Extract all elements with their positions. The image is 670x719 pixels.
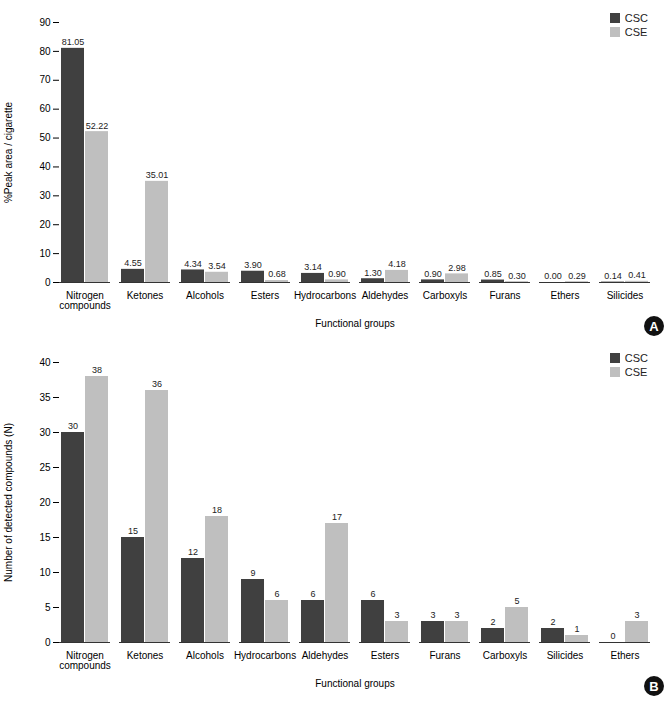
svg-text:10: 10 bbox=[39, 567, 51, 578]
svg-text:4.18: 4.18 bbox=[388, 259, 406, 269]
html-text:CSE: CSE bbox=[624, 26, 648, 38]
svg-text:12: 12 bbox=[188, 547, 198, 557]
svg-text:1.30: 1.30 bbox=[364, 268, 382, 278]
svg-text:Furans: Furans bbox=[489, 290, 520, 301]
svg-text:15: 15 bbox=[39, 532, 51, 543]
svg-text:6: 6 bbox=[274, 589, 279, 599]
svg-text:30: 30 bbox=[39, 190, 51, 201]
svg-text:17: 17 bbox=[332, 512, 342, 522]
svg-text:0.14: 0.14 bbox=[604, 271, 622, 281]
svg-text:Silicides: Silicides bbox=[607, 290, 644, 301]
svg-text:4.34: 4.34 bbox=[184, 259, 202, 269]
svg-text:Ketones: Ketones bbox=[127, 650, 164, 661]
svg-text:Carboxyls: Carboxyls bbox=[423, 290, 467, 301]
svg-text:0.85: 0.85 bbox=[484, 269, 502, 279]
svg-text:35.01: 35.01 bbox=[146, 170, 169, 180]
svg-text:40: 40 bbox=[39, 161, 51, 172]
svg-text:20: 20 bbox=[39, 497, 51, 508]
svg-text:3: 3 bbox=[430, 610, 435, 620]
html-text:CSC: CSC bbox=[624, 12, 648, 24]
svg-text:4.55: 4.55 bbox=[124, 258, 142, 268]
svg-text:10: 10 bbox=[39, 248, 51, 259]
svg-text:0.90: 0.90 bbox=[424, 269, 442, 279]
svg-text:40: 40 bbox=[39, 357, 51, 368]
html-text:CSC: CSC bbox=[624, 352, 648, 364]
svg-text:Alcohols: Alcohols bbox=[186, 290, 224, 301]
svg-text:30: 30 bbox=[68, 421, 78, 431]
svg-text:0: 0 bbox=[45, 277, 51, 288]
svg-text:0: 0 bbox=[45, 637, 51, 648]
svg-text:Ethers: Ethers bbox=[611, 650, 640, 661]
svg-text:5: 5 bbox=[514, 596, 519, 606]
svg-text:81.05: 81.05 bbox=[62, 37, 85, 47]
svg-text:Hydrocarbons: Hydrocarbons bbox=[294, 290, 356, 301]
svg-text:Aldehydes: Aldehydes bbox=[362, 290, 409, 301]
svg-text:2.98: 2.98 bbox=[448, 263, 466, 273]
svg-text:0.90: 0.90 bbox=[328, 269, 346, 279]
svg-text:3.14: 3.14 bbox=[304, 262, 322, 272]
svg-text:15: 15 bbox=[128, 526, 138, 536]
svg-text:52.22: 52.22 bbox=[86, 121, 109, 131]
svg-text:6: 6 bbox=[310, 589, 315, 599]
svg-text:Ketones: Ketones bbox=[127, 290, 164, 301]
svg-text:0: 0 bbox=[610, 631, 615, 641]
html-text:B: B bbox=[649, 678, 659, 694]
svg-text:2: 2 bbox=[490, 617, 495, 627]
svg-text:90: 90 bbox=[39, 17, 51, 28]
svg-text:30: 30 bbox=[39, 427, 51, 438]
svg-text:0.00: 0.00 bbox=[544, 271, 562, 281]
svg-text:3: 3 bbox=[394, 610, 399, 620]
svg-text:3.90: 3.90 bbox=[244, 260, 262, 270]
svg-text:9: 9 bbox=[250, 568, 255, 578]
svg-text:3: 3 bbox=[634, 610, 639, 620]
svg-text:60: 60 bbox=[39, 103, 51, 114]
svg-text:Functional groups: Functional groups bbox=[315, 318, 395, 329]
svg-text:Silicides: Silicides bbox=[547, 650, 584, 661]
svg-text:36: 36 bbox=[152, 379, 162, 389]
svg-text:38: 38 bbox=[92, 365, 102, 375]
svg-text:Nitrogencompounds: Nitrogencompounds bbox=[59, 290, 111, 311]
svg-text:80: 80 bbox=[39, 46, 51, 57]
svg-text:0.68: 0.68 bbox=[268, 269, 286, 279]
html-text:A: A bbox=[649, 318, 659, 334]
html-text:CSE: CSE bbox=[624, 366, 648, 378]
svg-text:Ethers: Ethers bbox=[551, 290, 580, 301]
svg-text:%Peak area / cigarette: %Peak area / cigarette bbox=[3, 101, 14, 203]
svg-text:20: 20 bbox=[39, 219, 51, 230]
svg-text:1: 1 bbox=[574, 624, 579, 634]
svg-text:18: 18 bbox=[212, 505, 222, 515]
svg-text:Number of detected compounds (: Number of detected compounds (N) bbox=[3, 423, 14, 582]
svg-text:35: 35 bbox=[39, 392, 51, 403]
svg-text:Aldehydes: Aldehydes bbox=[302, 650, 349, 661]
svg-text:25: 25 bbox=[39, 462, 51, 473]
svg-text:0.29: 0.29 bbox=[568, 271, 586, 281]
svg-text:2: 2 bbox=[550, 617, 555, 627]
svg-text:5: 5 bbox=[45, 602, 51, 613]
svg-text:0.30: 0.30 bbox=[508, 271, 526, 281]
svg-text:70: 70 bbox=[39, 74, 51, 85]
svg-text:Esters: Esters bbox=[251, 290, 279, 301]
svg-text:0.41: 0.41 bbox=[628, 270, 646, 280]
svg-text:Esters: Esters bbox=[371, 650, 399, 661]
svg-text:Hydrocarbons: Hydrocarbons bbox=[234, 650, 296, 661]
svg-text:50: 50 bbox=[39, 132, 51, 143]
svg-text:Nitrogencompounds: Nitrogencompounds bbox=[59, 650, 111, 671]
svg-text:Functional groups: Functional groups bbox=[315, 678, 395, 689]
svg-text:Alcohols: Alcohols bbox=[186, 650, 224, 661]
svg-text:Furans: Furans bbox=[429, 650, 460, 661]
svg-text:3.54: 3.54 bbox=[208, 261, 226, 271]
svg-text:3: 3 bbox=[454, 610, 459, 620]
svg-text:6: 6 bbox=[370, 589, 375, 599]
svg-text:Carboxyls: Carboxyls bbox=[483, 650, 527, 661]
